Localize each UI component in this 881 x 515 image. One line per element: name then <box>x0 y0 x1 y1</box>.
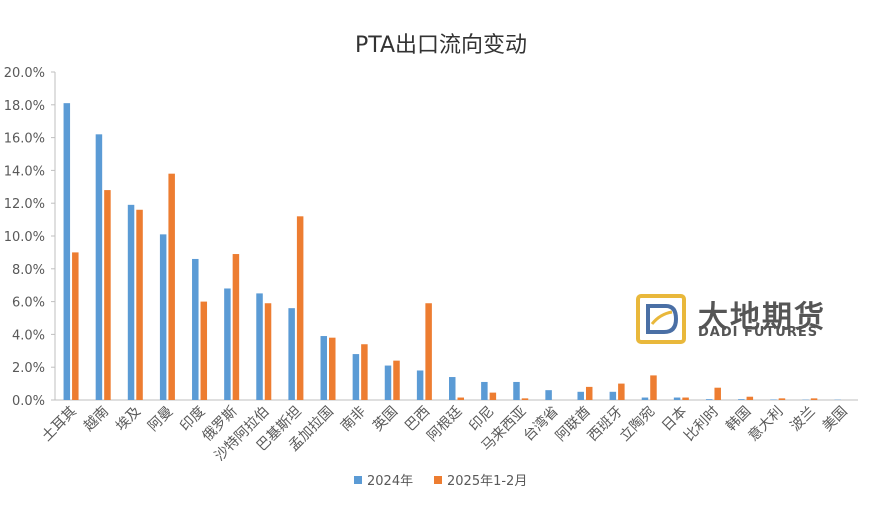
bar-series2 <box>779 398 786 400</box>
brand-name-en: DADI FUTURES <box>698 325 818 340</box>
y-tick-label: 10.0% <box>4 230 45 245</box>
bar-series1 <box>224 288 231 400</box>
x-tick-label: 越南 <box>81 404 112 435</box>
legend-label: 2025年1-2月 <box>447 474 527 489</box>
bar-series2 <box>329 338 336 400</box>
y-tick-label: 2.0% <box>12 361 45 376</box>
bar-series1 <box>96 134 103 400</box>
bar-series2 <box>168 174 175 400</box>
bar-series2 <box>618 384 625 400</box>
bar-series1 <box>321 336 328 400</box>
bar-series1 <box>417 370 424 400</box>
bar-series2 <box>811 398 818 400</box>
y-tick-label: 12.0% <box>4 197 45 212</box>
x-tick-label: 比利时 <box>681 404 722 445</box>
bar-series2 <box>136 210 143 400</box>
bar-series2 <box>393 361 400 400</box>
bar-series2 <box>747 397 754 400</box>
y-tick-label: 6.0% <box>12 296 45 311</box>
legend-swatch <box>354 476 362 484</box>
y-tick-label: 0.0% <box>12 394 45 409</box>
bar-series2 <box>361 344 368 400</box>
bar-series1 <box>256 293 263 400</box>
bar-series2 <box>586 387 593 400</box>
x-tick-label: 埃及 <box>113 404 144 435</box>
x-tick-label: 立陶宛 <box>617 404 658 445</box>
y-tick-label: 8.0% <box>12 263 45 278</box>
bar-series2 <box>104 190 111 400</box>
x-tick-label: 美国 <box>820 404 851 435</box>
x-tick-label: 阿曼 <box>145 404 176 435</box>
bar-series1 <box>674 398 681 400</box>
chart-title: PTA出口流向变动 <box>355 33 527 58</box>
y-tick-label: 14.0% <box>4 164 45 179</box>
bar-series2 <box>297 216 304 400</box>
y-tick-label: 20.0% <box>4 66 45 81</box>
bar-series1 <box>160 234 167 400</box>
bar-series2 <box>650 375 657 400</box>
y-tick-label: 18.0% <box>4 99 45 114</box>
bar-series2 <box>682 398 689 400</box>
bar-series1 <box>449 377 456 400</box>
bar-series2 <box>714 388 721 400</box>
bar-series1 <box>545 390 552 400</box>
x-tick-label: 西班牙 <box>585 404 626 445</box>
x-tick-label: 土耳其 <box>39 404 80 445</box>
bar-series1 <box>64 103 70 400</box>
x-tick-label: 阿根廷 <box>424 404 465 445</box>
bar-series1 <box>353 354 360 400</box>
bar-series1 <box>481 382 488 400</box>
bar-series2 <box>425 303 432 400</box>
bar-series2 <box>72 252 79 400</box>
legend-swatch <box>434 476 442 484</box>
x-tick-label: 台湾省 <box>520 403 562 445</box>
dadi-logo-icon <box>636 294 686 344</box>
bar-series2 <box>233 254 240 400</box>
bar-series1 <box>577 392 584 400</box>
x-tick-label: 英国 <box>369 403 401 435</box>
bar-series1 <box>288 308 295 400</box>
bar-series2 <box>458 398 465 400</box>
bar-series1 <box>706 399 713 400</box>
bar-series1 <box>513 382 520 400</box>
y-tick-label: 16.0% <box>4 132 45 147</box>
dadi-futures-logo: 大地期货 DADI FUTURES <box>636 294 851 344</box>
bar-series1 <box>610 392 617 400</box>
x-tick-label: 阿联酋 <box>552 403 594 445</box>
bar-series2 <box>201 302 208 400</box>
x-tick-label: 波兰 <box>788 404 819 435</box>
bar-series2 <box>490 393 497 400</box>
bar-series1 <box>192 259 199 400</box>
x-tick-label: 意大利 <box>745 403 787 445</box>
bar-series1 <box>642 398 649 400</box>
bar-series1 <box>128 205 135 400</box>
bar-series2 <box>265 303 272 400</box>
legend-label: 2024年 <box>367 474 413 489</box>
x-tick-label: 南非 <box>338 404 369 435</box>
y-tick-label: 4.0% <box>12 328 45 343</box>
bar-series2 <box>522 398 529 400</box>
bar-series1 <box>385 366 392 400</box>
bar-series1 <box>738 399 745 400</box>
